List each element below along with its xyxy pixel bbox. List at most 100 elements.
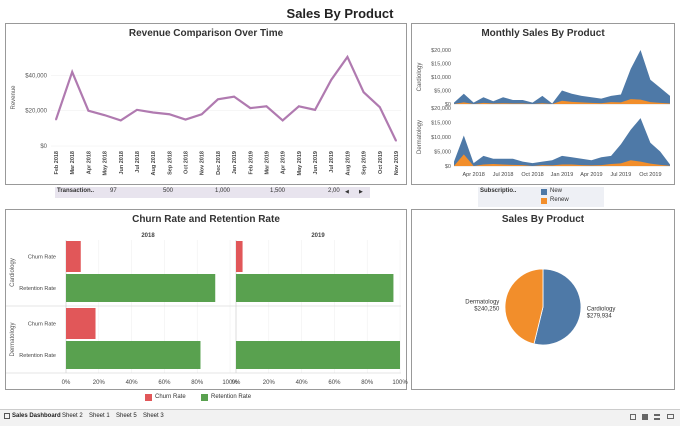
slider-tick: 1,000 <box>215 188 231 194</box>
tab-sales-dashboard[interactable]: Sales Dashboard <box>12 413 61 419</box>
data-point <box>362 91 365 94</box>
x-tick-label: Jul 2019 <box>329 151 335 173</box>
churn-retention-panel: Churn Rate and Retention Rate 2018 0% 20% 4… <box>5 209 408 390</box>
y-tick-label: $10,000 <box>431 75 451 81</box>
area-new-cardiology <box>454 50 670 104</box>
slider-tick: 1,500 <box>270 188 286 194</box>
sheet-tab-bar <box>0 409 680 426</box>
x-tick-label: Oct 2019 <box>378 151 384 174</box>
x-tick-label: Apr 2018 <box>462 172 484 178</box>
data-point <box>87 109 90 112</box>
x-tick-label: Jul 2018 <box>493 172 514 178</box>
area-renew-cardiology <box>454 99 670 104</box>
x-tick-label: Sep 2019 <box>362 151 368 175</box>
churn-legend: Churn Rate Retention Rate <box>145 393 275 403</box>
y-tick-label: $5,000 <box>434 89 451 95</box>
x-tick-label: Apr 2018 <box>86 151 92 174</box>
column-header: 2019 <box>311 233 325 239</box>
x-tick-label: Jan 2019 <box>551 172 574 178</box>
x-tick-label: Oct 2018 <box>184 151 190 174</box>
legend-swatch-new <box>541 189 547 195</box>
y-axis-label: Revenue <box>11 85 17 110</box>
x-tick-label: Aug 2018 <box>151 151 157 175</box>
slider-tick: 500 <box>163 188 174 194</box>
y-tick-label: $10,000 <box>431 135 451 141</box>
x-tick-label: May 2019 <box>297 151 303 175</box>
slider-tick: 2,00 <box>328 188 340 194</box>
data-point <box>55 118 57 121</box>
area-new-dermatology <box>454 118 670 166</box>
view-tile-icon[interactable] <box>642 414 648 420</box>
x-tick-label: 20% <box>263 380 276 386</box>
measure-label: Churn Rate <box>28 255 56 261</box>
bar-retention-rate-cardiology-2019 <box>236 274 394 302</box>
x-tick-label: 80% <box>191 380 204 386</box>
y-tick-label: $0 <box>445 102 451 108</box>
subscription-legend: Subscriptio.. New Renew <box>478 187 604 207</box>
measure-label: Churn Rate <box>28 322 56 328</box>
data-point <box>346 56 349 58</box>
x-tick-label: Jul 2018 <box>135 151 141 173</box>
x-tick-label: Jun 2018 <box>119 151 125 175</box>
data-point <box>314 108 316 111</box>
x-tick-label: Mar 2019 <box>264 151 270 175</box>
x-tick-label: 40% <box>296 380 309 386</box>
view-list-icon[interactable] <box>654 414 660 420</box>
churn-retention-bar-chart[interactable]: 2018 0% 20% 40% 60% 80% 100% 2019 0% 20% 40% 60% 80%… <box>6 210 408 390</box>
legend-swatch-renew <box>541 198 547 204</box>
x-tick-label: Oct 2019 <box>639 172 661 178</box>
data-point <box>71 71 74 73</box>
pie-label-name: Dermatology <box>465 299 499 305</box>
bar-retention-rate-dermatology-2019 <box>236 341 400 369</box>
x-tick-label: Nov 2018 <box>200 151 206 175</box>
presentation-icon[interactable] <box>667 414 674 419</box>
product-sales-pie-chart[interactable]: Cardiology$279,934 Dermatology$240,250 <box>412 210 674 390</box>
legend-swatch-churn <box>145 394 152 401</box>
x-tick-label: 100% <box>392 380 408 386</box>
bar-churn-rate-dermatology-2018 <box>66 308 96 339</box>
x-tick-label: Apr 2019 <box>281 151 287 174</box>
monthly-sales-area-chart[interactable]: $0 $5,000 $10,000 $15,000 $20,000 Cardiology $… <box>412 24 674 184</box>
measure-label: Retention Rate <box>19 353 56 359</box>
bar-retention-rate-cardiology-2018 <box>66 274 216 302</box>
x-tick-label: Feb 2018 <box>54 151 60 175</box>
dashboard-title: Sales By Product <box>286 6 394 21</box>
x-tick-label: 40% <box>126 380 139 386</box>
data-point <box>378 106 381 109</box>
tab-sheet-5[interactable]: Sheet 5 <box>116 413 137 419</box>
data-point <box>330 78 333 81</box>
y-tick-label: $15,000 <box>431 121 451 127</box>
data-point <box>281 119 284 122</box>
revenue-line-chart[interactable]: $0 $20,000 $40,000 Revenue Feb 2018 Mar 2018 A… <box>6 24 406 184</box>
x-tick-label: 0% <box>232 380 241 386</box>
tab-sheet-3[interactable]: Sheet 3 <box>143 413 164 419</box>
y-tick-label: $40,000 <box>25 73 47 79</box>
row-label-cardiology: Cardiology <box>10 258 16 287</box>
x-tick-label: May 2018 <box>103 151 109 175</box>
view-grid-icon[interactable] <box>630 414 636 420</box>
tab-sheet-2[interactable]: Sheet 2 <box>62 413 83 419</box>
pie-slice-cardiology <box>533 268 582 346</box>
x-tick-label: Feb 2019 <box>248 151 254 175</box>
slider-right-arrow-icon[interactable]: ▶ <box>359 189 363 195</box>
transaction-filter[interactable]: Transaction.. 97 500 1,000 1,500 2,00 ◀ … <box>55 187 370 198</box>
data-point <box>297 105 300 108</box>
series-line-revenue <box>54 54 397 142</box>
slider-left-arrow-icon[interactable]: ◀ <box>345 189 349 195</box>
data-point <box>395 139 397 142</box>
tab-sheet-1[interactable]: Sheet 1 <box>89 413 110 419</box>
y-tick-label: $20,000 <box>431 48 451 54</box>
product-sales-panel: Sales By Product Cardiology $279,934 Derma… <box>411 209 675 390</box>
area-renew-dermatology <box>454 154 670 166</box>
x-tick-label: Jun 2019 <box>313 151 319 175</box>
data-point <box>249 107 252 109</box>
transaction-filter-label: Transaction.. <box>57 188 95 194</box>
data-point <box>152 111 155 114</box>
panel-label-dermatology: Dermatology <box>417 120 423 154</box>
legend-label-new: New <box>550 188 563 194</box>
x-tick-label: Jan 2019 <box>232 151 238 174</box>
pie-label-value: $240,250 <box>474 306 500 312</box>
x-tick-label: Sep 2018 <box>167 151 173 175</box>
bar-churn-rate-cardiology-2019 <box>236 241 243 272</box>
x-tick-label: 0% <box>62 380 71 386</box>
